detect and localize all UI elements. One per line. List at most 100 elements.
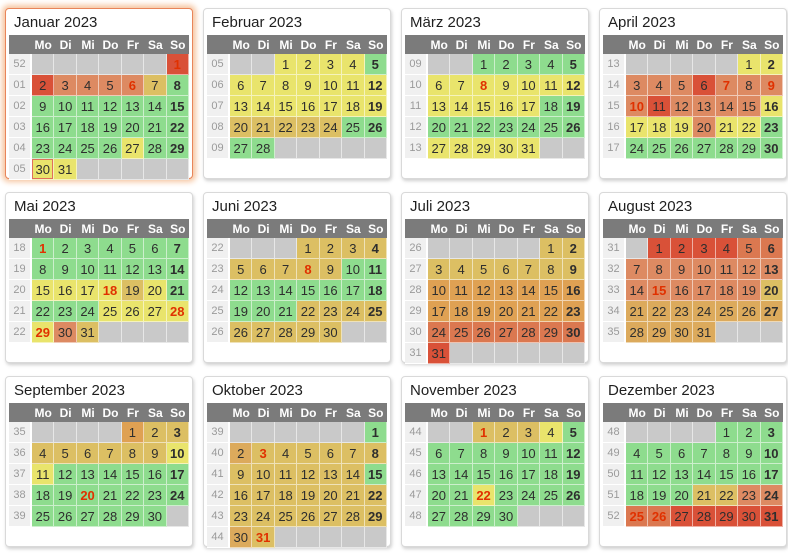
day-cell[interactable]: 25: [342, 117, 365, 138]
day-cell[interactable]: 21: [626, 301, 649, 322]
day-cell[interactable]: 21: [450, 485, 473, 506]
day-cell[interactable]: 18: [626, 485, 649, 506]
day-cell[interactable]: 19: [472, 301, 496, 322]
day-cell[interactable]: 14: [252, 96, 275, 117]
day-cell[interactable]: 21: [252, 117, 275, 138]
day-cell[interactable]: 7: [450, 75, 473, 96]
day-cell[interactable]: 13: [428, 464, 451, 485]
day-cell[interactable]: 20: [760, 280, 783, 301]
day-cell[interactable]: 23: [230, 506, 253, 527]
day-cell[interactable]: 27: [230, 138, 253, 159]
day-cell[interactable]: 19: [648, 485, 671, 506]
day-cell[interactable]: 30: [319, 322, 343, 343]
day-cell[interactable]: 9: [670, 259, 694, 280]
day-cell[interactable]: 9: [319, 259, 343, 280]
day-cell[interactable]: 16: [230, 485, 253, 506]
day-cell[interactable]: 25: [450, 322, 473, 343]
day-cell[interactable]: 5: [738, 238, 761, 259]
day-cell[interactable]: 5: [230, 259, 253, 280]
day-cell[interactable]: 26: [670, 138, 694, 159]
day-cell[interactable]: 4: [32, 443, 55, 464]
day-cell[interactable]: 24: [166, 485, 189, 506]
day-cell[interactable]: 17: [342, 280, 365, 301]
day-cell[interactable]: 4: [99, 238, 122, 259]
day-cell[interactable]: 19: [670, 117, 694, 138]
day-cell[interactable]: 8: [166, 75, 189, 96]
day-cell[interactable]: 19: [297, 485, 320, 506]
day-cell[interactable]: 31: [760, 506, 783, 527]
day-cell[interactable]: 11: [540, 75, 563, 96]
day-cell[interactable]: 5: [364, 54, 387, 75]
day-cell[interactable]: 9: [562, 259, 585, 280]
day-cell[interactable]: 11: [274, 464, 298, 485]
day-cell[interactable]: 8: [274, 75, 298, 96]
day-cell[interactable]: 26: [230, 322, 253, 343]
day-cell[interactable]: 3: [76, 238, 100, 259]
day-cell[interactable]: 24: [760, 485, 783, 506]
day-cell[interactable]: 14: [274, 280, 298, 301]
day-cell[interactable]: 30: [144, 506, 167, 527]
day-cell[interactable]: 4: [274, 443, 298, 464]
day-cell[interactable]: 14: [99, 464, 122, 485]
day-cell[interactable]: 18: [540, 96, 563, 117]
day-cell[interactable]: 1: [166, 54, 189, 75]
day-cell[interactable]: 4: [76, 75, 100, 96]
day-cell[interactable]: 31: [517, 138, 541, 159]
day-cell[interactable]: 7: [626, 259, 649, 280]
day-cell[interactable]: 11: [99, 259, 122, 280]
day-cell[interactable]: 15: [121, 464, 145, 485]
day-cell[interactable]: 29: [648, 322, 671, 343]
day-cell[interactable]: 30: [670, 322, 694, 343]
day-cell[interactable]: 25: [32, 506, 55, 527]
day-cell[interactable]: 21: [274, 301, 298, 322]
day-cell[interactable]: 22: [472, 485, 496, 506]
day-cell[interactable]: 18: [715, 280, 739, 301]
day-cell[interactable]: 1: [297, 238, 320, 259]
day-cell[interactable]: 20: [319, 485, 343, 506]
day-cell[interactable]: 6: [76, 443, 100, 464]
day-cell[interactable]: 3: [626, 75, 649, 96]
day-cell[interactable]: 2: [319, 238, 343, 259]
day-cell[interactable]: 9: [760, 75, 783, 96]
day-cell[interactable]: 21: [342, 485, 365, 506]
day-cell[interactable]: 18: [364, 280, 387, 301]
day-cell[interactable]: 3: [760, 422, 783, 443]
day-cell[interactable]: 7: [517, 259, 541, 280]
day-cell[interactable]: 26: [297, 506, 320, 527]
day-cell[interactable]: 2: [144, 422, 167, 443]
day-cell[interactable]: 10: [760, 443, 783, 464]
day-cell[interactable]: 24: [76, 301, 100, 322]
day-cell[interactable]: 10: [693, 259, 716, 280]
day-cell[interactable]: 12: [562, 75, 585, 96]
day-cell[interactable]: 3: [517, 422, 541, 443]
day-cell[interactable]: 9: [32, 96, 55, 117]
day-cell[interactable]: 24: [319, 117, 343, 138]
day-cell[interactable]: 19: [54, 485, 77, 506]
day-cell[interactable]: 23: [670, 301, 694, 322]
day-cell[interactable]: 26: [472, 322, 496, 343]
day-cell[interactable]: 4: [364, 238, 387, 259]
day-cell[interactable]: 12: [121, 259, 145, 280]
day-cell[interactable]: 7: [693, 443, 716, 464]
day-cell[interactable]: 24: [693, 301, 716, 322]
day-cell[interactable]: 21: [715, 117, 739, 138]
day-cell[interactable]: 12: [99, 96, 122, 117]
day-cell[interactable]: 10: [166, 443, 189, 464]
day-cell[interactable]: 6: [319, 443, 343, 464]
day-cell[interactable]: 14: [626, 280, 649, 301]
day-cell[interactable]: 24: [428, 322, 451, 343]
day-cell[interactable]: 9: [230, 464, 253, 485]
day-cell[interactable]: 2: [32, 75, 55, 96]
day-cell[interactable]: 31: [693, 322, 716, 343]
day-cell[interactable]: 5: [670, 75, 694, 96]
day-cell[interactable]: 29: [540, 322, 563, 343]
day-cell[interactable]: 15: [648, 280, 671, 301]
day-cell[interactable]: 31: [76, 322, 100, 343]
day-cell[interactable]: 16: [144, 464, 167, 485]
day-cell[interactable]: 5: [99, 75, 122, 96]
day-cell[interactable]: 3: [319, 54, 343, 75]
day-cell[interactable]: 17: [517, 464, 541, 485]
day-cell[interactable]: 16: [738, 464, 761, 485]
day-cell[interactable]: 1: [274, 54, 298, 75]
day-cell[interactable]: 14: [517, 280, 541, 301]
